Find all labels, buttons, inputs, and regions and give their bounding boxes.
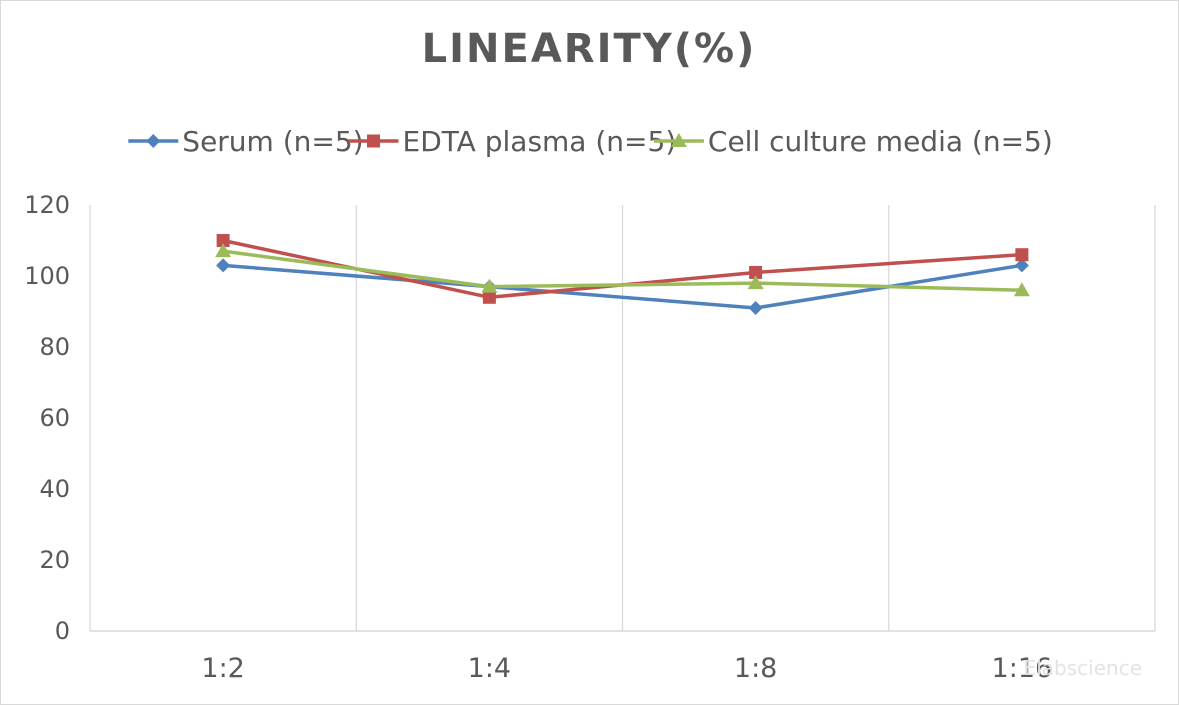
legend-item-1: EDTA plasma (n=5) (348, 125, 677, 158)
y-tick-label: 60 (39, 404, 70, 432)
x-tick-label: 1:2 (201, 653, 244, 684)
chart-title: LINEARITY(%) (422, 26, 757, 72)
x-tick-label: 1:16 (992, 653, 1053, 684)
data-point-diamond (146, 134, 161, 148)
data-point-square (216, 234, 230, 247)
y-tick-label: 80 (39, 333, 70, 361)
data-point-square (749, 265, 763, 279)
legend-item-2: Cell culture media (n=5) (653, 125, 1053, 158)
axes: 0 20 40 60 80 100 120 1:2 1:4 1:8 1:16 (24, 191, 1155, 684)
legend-item-0: Serum (n=5) (128, 125, 364, 158)
data-point-triangle (747, 275, 764, 290)
data-point-diamond (1014, 258, 1029, 273)
data-point-triangle (670, 133, 687, 147)
grid-lines (89, 205, 1156, 631)
data-point-diamond (748, 300, 763, 315)
watermark: Elabscience (1024, 656, 1142, 680)
data-point-triangle (215, 243, 232, 258)
y-tick-label: 0 (55, 617, 70, 645)
data-point-triangle (1013, 282, 1030, 297)
x-tick-label: 1:8 (734, 653, 777, 684)
data-point-triangle (481, 278, 498, 293)
data-point-square (367, 134, 380, 148)
legend-label: Serum (n=5) (182, 125, 363, 158)
legend-label: EDTA plasma (n=5) (403, 125, 677, 158)
x-tick-label: 1:4 (468, 653, 511, 684)
series-line (222, 249, 1022, 292)
data-point-diamond (216, 258, 231, 273)
legend-label: Cell culture media (n=5) (708, 125, 1053, 158)
data-series (215, 234, 1030, 315)
y-tick-label: 40 (39, 475, 70, 503)
data-point-square (1015, 248, 1029, 262)
y-tick-label: 100 (24, 262, 70, 290)
y-tick-label: 20 (39, 546, 70, 574)
y-tick-label: 120 (24, 191, 70, 219)
data-point-square (482, 290, 496, 304)
series-2 (215, 243, 1030, 297)
legend: Serum (n=5) EDTA plasma (n=5) Cell culture… (128, 125, 1053, 158)
